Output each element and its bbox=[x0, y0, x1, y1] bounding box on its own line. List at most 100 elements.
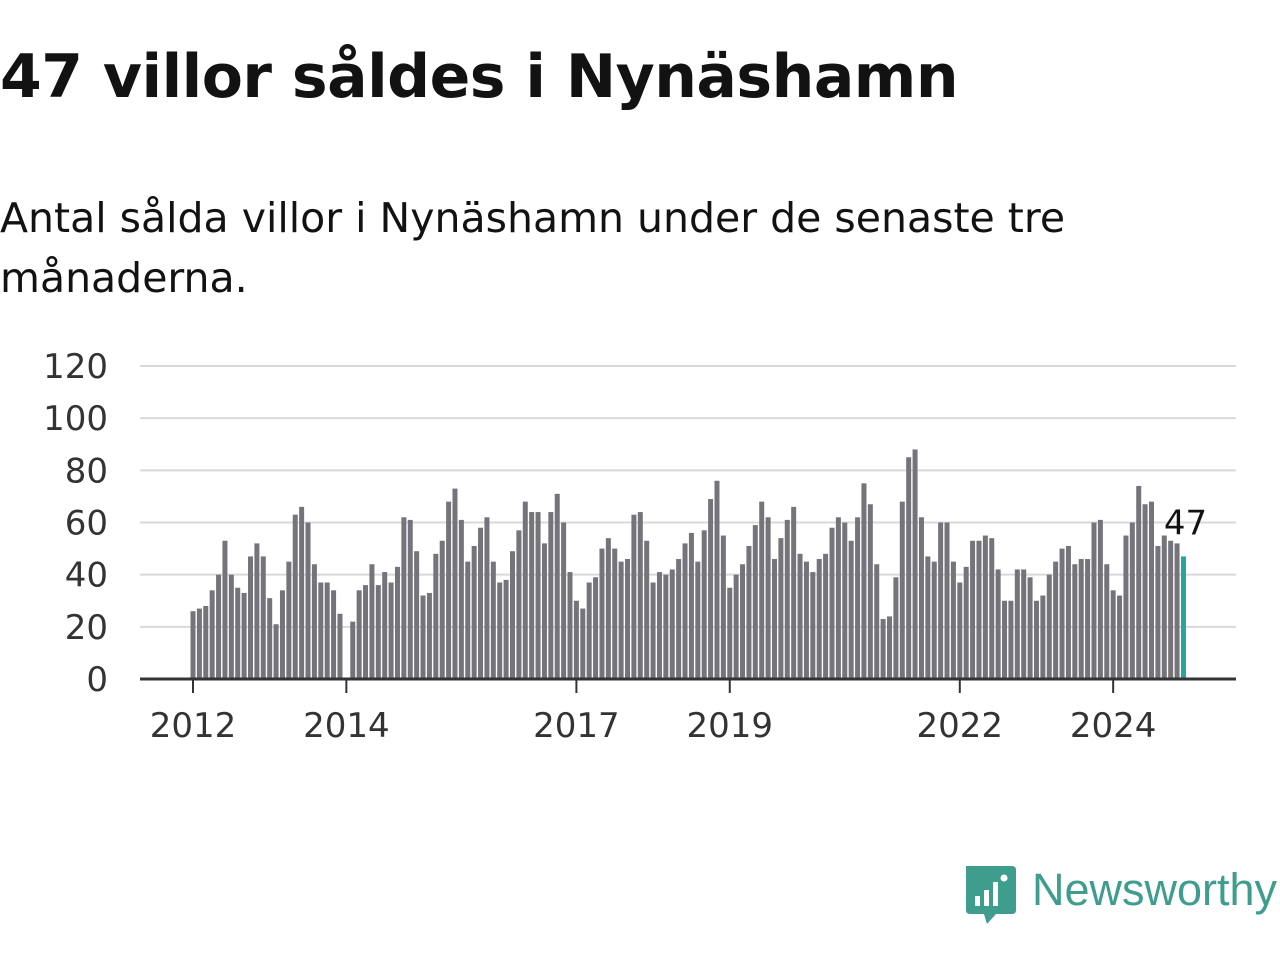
bar bbox=[228, 574, 234, 679]
bar bbox=[1027, 577, 1033, 679]
bar bbox=[701, 530, 707, 679]
bar bbox=[816, 559, 822, 679]
bar bbox=[586, 582, 592, 679]
bar bbox=[209, 590, 215, 679]
bar bbox=[478, 527, 484, 679]
bar bbox=[925, 556, 931, 679]
bar bbox=[880, 619, 886, 679]
bar bbox=[612, 548, 618, 679]
bar bbox=[695, 561, 701, 679]
bar bbox=[241, 592, 247, 679]
highlight-data-label: 47 bbox=[1164, 503, 1207, 543]
bar bbox=[893, 577, 899, 679]
bar bbox=[458, 519, 464, 679]
bar bbox=[394, 566, 400, 679]
bar bbox=[439, 540, 445, 679]
bar bbox=[452, 488, 458, 679]
x-tick-label: 2024 bbox=[1070, 706, 1157, 746]
bar bbox=[746, 545, 752, 679]
bar bbox=[752, 525, 758, 679]
y-tick-label: 60 bbox=[65, 504, 108, 544]
bar bbox=[286, 561, 292, 679]
bar bbox=[363, 585, 369, 679]
bar bbox=[311, 564, 317, 679]
bar bbox=[855, 517, 861, 679]
bar bbox=[407, 519, 413, 679]
bar bbox=[433, 553, 439, 679]
bar bbox=[1053, 561, 1059, 679]
bar-chart: 0 20 40 60 80 100 120 2012 2014 2017 2019 2022 2024… bbox=[43, 347, 1236, 746]
brand-name: Newsworthy bbox=[1032, 864, 1278, 915]
bar bbox=[976, 540, 982, 679]
bar bbox=[490, 561, 496, 679]
bar bbox=[676, 559, 682, 679]
bar bbox=[618, 561, 624, 679]
bar bbox=[382, 572, 388, 679]
bar bbox=[823, 553, 829, 679]
bar bbox=[318, 582, 324, 679]
newsworthy-logo-icon bbox=[966, 866, 1016, 924]
data-labels: 47 bbox=[1164, 503, 1207, 543]
bar bbox=[216, 574, 222, 679]
bar bbox=[593, 577, 599, 679]
bar bbox=[963, 566, 969, 679]
bar bbox=[605, 538, 611, 679]
chart-title: 47 villor såldes i Nynäshamn bbox=[0, 42, 959, 112]
bar bbox=[1097, 519, 1103, 679]
bar bbox=[401, 517, 407, 679]
bar bbox=[420, 595, 426, 679]
bar bbox=[874, 564, 880, 679]
bar bbox=[970, 540, 976, 679]
y-tick-label: 40 bbox=[65, 556, 108, 596]
bar bbox=[1065, 545, 1071, 679]
bar bbox=[765, 517, 771, 679]
bar bbox=[663, 574, 669, 679]
x-tick-label: 2019 bbox=[686, 706, 773, 746]
chart-subtitle: Antal sålda villor i Nynäshamn under de … bbox=[0, 194, 1066, 302]
bar bbox=[906, 457, 912, 679]
bar bbox=[1091, 522, 1097, 679]
bar bbox=[567, 572, 573, 679]
bar bbox=[190, 611, 196, 679]
bar bbox=[1014, 569, 1020, 679]
bar bbox=[196, 608, 202, 679]
bar bbox=[471, 545, 477, 679]
bar bbox=[235, 587, 241, 679]
bar bbox=[650, 582, 656, 679]
bar bbox=[631, 514, 637, 679]
bar bbox=[350, 621, 356, 679]
bar bbox=[778, 538, 784, 679]
bar bbox=[497, 582, 503, 679]
bar bbox=[305, 522, 311, 679]
bar bbox=[510, 551, 515, 679]
bar bbox=[222, 540, 228, 679]
bar bbox=[829, 527, 835, 679]
bar bbox=[1161, 535, 1167, 679]
bar bbox=[861, 483, 867, 679]
bar bbox=[1117, 595, 1123, 679]
bar bbox=[669, 569, 675, 679]
bar bbox=[203, 605, 209, 679]
bar bbox=[529, 512, 535, 679]
bar bbox=[931, 561, 937, 679]
bar bbox=[279, 590, 285, 679]
bar bbox=[644, 540, 650, 679]
bar bbox=[1149, 501, 1154, 679]
y-tick-label: 100 bbox=[43, 399, 108, 439]
bar bbox=[708, 499, 714, 679]
bar bbox=[548, 512, 554, 679]
bar bbox=[810, 572, 816, 679]
bar bbox=[375, 585, 381, 679]
bar bbox=[682, 543, 688, 679]
bar bbox=[522, 501, 528, 679]
x-tick-label: 2017 bbox=[533, 706, 620, 746]
bar bbox=[625, 559, 631, 679]
bar bbox=[867, 504, 873, 679]
bar bbox=[1002, 600, 1008, 679]
bar bbox=[918, 517, 924, 679]
bar bbox=[535, 512, 541, 679]
bar bbox=[292, 514, 298, 679]
bar bbox=[995, 569, 1001, 679]
bar bbox=[989, 538, 995, 679]
bar bbox=[503, 579, 509, 679]
